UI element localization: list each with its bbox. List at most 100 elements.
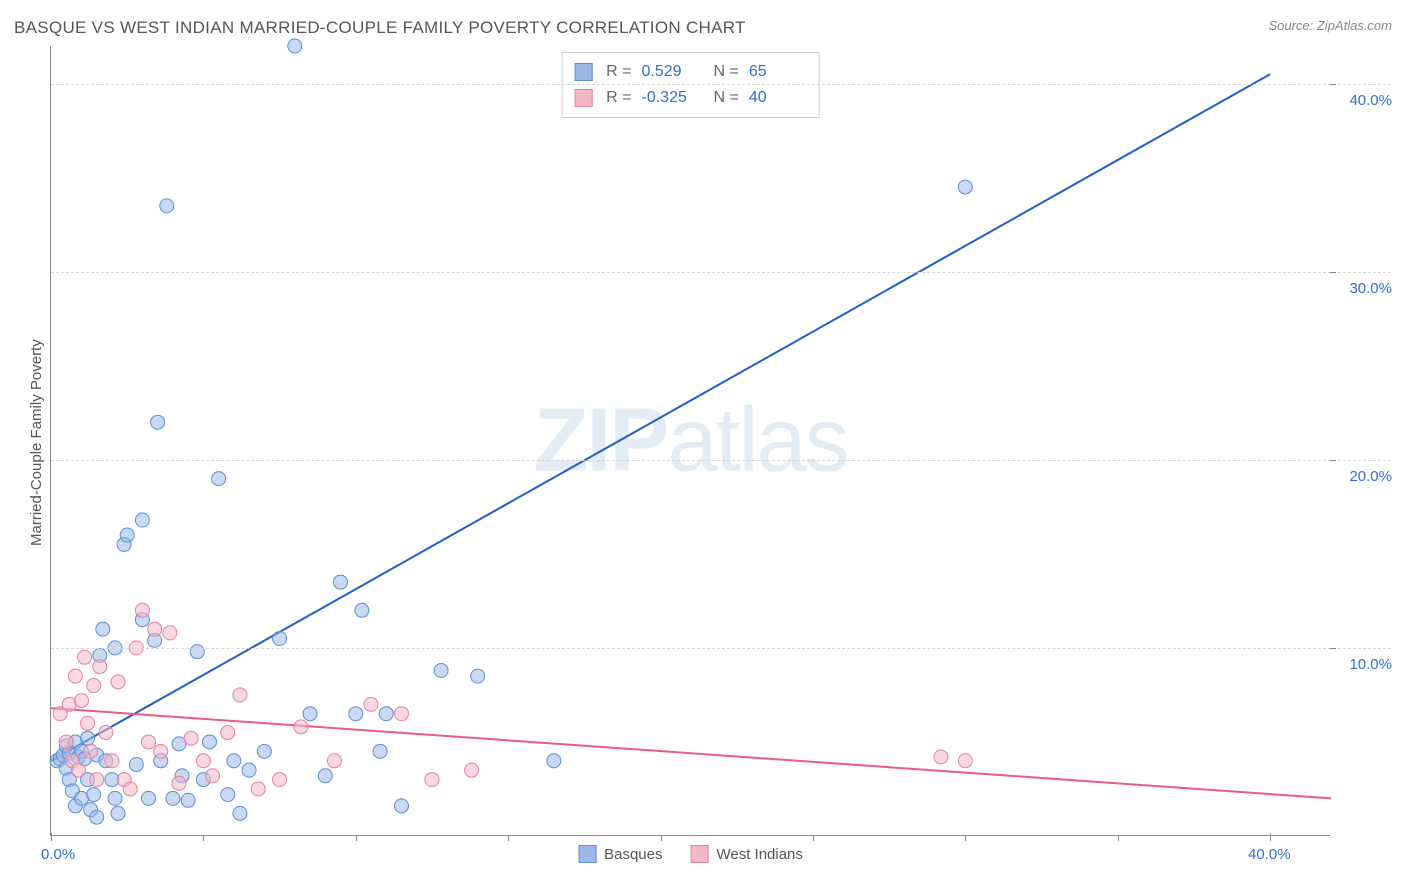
legend-item-b: West Indians bbox=[690, 845, 802, 863]
data-point bbox=[148, 622, 162, 636]
legend-swatch-b bbox=[690, 845, 708, 863]
x-tick-mark bbox=[51, 833, 52, 841]
data-point bbox=[242, 763, 256, 777]
data-point bbox=[81, 716, 95, 730]
data-point bbox=[273, 773, 287, 787]
data-point bbox=[257, 744, 271, 758]
stats-legend-box: R = 0.529 N = 65 R = -0.325 N = 40 bbox=[561, 52, 820, 118]
chart-title: BASQUE VS WEST INDIAN MARRIED-COUPLE FAM… bbox=[14, 18, 746, 38]
data-point bbox=[93, 660, 107, 674]
data-point bbox=[288, 39, 302, 53]
data-point bbox=[163, 626, 177, 640]
n-label: N = bbox=[714, 59, 739, 85]
data-point bbox=[190, 645, 204, 659]
data-point bbox=[425, 773, 439, 787]
data-point bbox=[373, 744, 387, 758]
x-tick-label: 0.0% bbox=[41, 846, 75, 863]
legend-swatch-a bbox=[578, 845, 596, 863]
data-point bbox=[233, 688, 247, 702]
stats-row-series-b: R = -0.325 N = 40 bbox=[574, 85, 807, 111]
data-point bbox=[59, 735, 73, 749]
data-point bbox=[184, 731, 198, 745]
source-prefix-label: Source: bbox=[1268, 18, 1316, 33]
gridline-h bbox=[51, 460, 1391, 461]
data-point bbox=[471, 669, 485, 683]
data-point bbox=[90, 773, 104, 787]
gridline-h bbox=[51, 84, 1391, 85]
data-point bbox=[303, 707, 317, 721]
trend-line bbox=[51, 708, 1331, 798]
data-point bbox=[111, 675, 125, 689]
data-point bbox=[394, 707, 408, 721]
x-tick-mark bbox=[508, 835, 509, 841]
data-point bbox=[123, 782, 137, 796]
swatch-series-b bbox=[574, 89, 592, 107]
data-point bbox=[142, 735, 156, 749]
y-tick-mark bbox=[1330, 460, 1336, 461]
data-point bbox=[160, 199, 174, 213]
data-point bbox=[99, 726, 113, 740]
data-point bbox=[142, 791, 156, 805]
n-value-series-b: 40 bbox=[749, 85, 807, 111]
data-point bbox=[90, 810, 104, 824]
plot-svg bbox=[51, 46, 1331, 836]
data-point bbox=[227, 754, 241, 768]
legend-label-b: West Indians bbox=[716, 846, 802, 863]
data-point bbox=[135, 603, 149, 617]
data-point bbox=[172, 776, 186, 790]
data-point bbox=[465, 763, 479, 777]
y-tick-mark bbox=[1330, 272, 1336, 273]
data-point bbox=[294, 720, 308, 734]
data-point bbox=[151, 415, 165, 429]
source-name-label: ZipAtlas.com bbox=[1317, 18, 1392, 33]
data-point bbox=[394, 799, 408, 813]
x-tick-mark bbox=[965, 835, 966, 841]
data-point bbox=[154, 744, 168, 758]
data-point bbox=[251, 782, 265, 796]
r-label: R = bbox=[606, 59, 631, 85]
data-point bbox=[221, 726, 235, 740]
chart-source: Source: ZipAtlas.com bbox=[1268, 18, 1392, 33]
data-point bbox=[78, 650, 92, 664]
data-point bbox=[108, 791, 122, 805]
data-point bbox=[181, 793, 195, 807]
data-point bbox=[87, 679, 101, 693]
x-tick-mark bbox=[203, 835, 204, 841]
bottom-legend: Basques West Indians bbox=[578, 845, 803, 863]
data-point bbox=[111, 806, 125, 820]
chart-container: Married-Couple Family Poverty ZIPatlas R… bbox=[50, 46, 1390, 836]
data-point bbox=[355, 603, 369, 617]
data-point bbox=[129, 758, 143, 772]
y-axis-label: Married-Couple Family Poverty bbox=[28, 339, 45, 546]
y-tick-label: 40.0% bbox=[1337, 92, 1392, 109]
plot-area: ZIPatlas R = 0.529 N = 65 R = -0.325 N =… bbox=[50, 46, 1330, 836]
data-point bbox=[364, 697, 378, 711]
legend-item-a: Basques bbox=[578, 845, 662, 863]
r-label: R = bbox=[606, 85, 631, 111]
x-tick-mark bbox=[1270, 833, 1271, 841]
x-tick-mark bbox=[356, 835, 357, 841]
n-label: N = bbox=[714, 85, 739, 111]
data-point bbox=[120, 528, 134, 542]
data-point bbox=[74, 694, 88, 708]
data-point bbox=[166, 791, 180, 805]
stats-row-series-a: R = 0.529 N = 65 bbox=[574, 59, 807, 85]
data-point bbox=[958, 180, 972, 194]
x-tick-mark bbox=[813, 835, 814, 841]
gridline-h bbox=[51, 272, 1391, 273]
chart-header: BASQUE VS WEST INDIAN MARRIED-COUPLE FAM… bbox=[14, 18, 1392, 38]
data-point bbox=[434, 663, 448, 677]
trend-line bbox=[51, 74, 1270, 761]
data-point bbox=[318, 769, 332, 783]
data-point bbox=[547, 754, 561, 768]
r-value-series-a: 0.529 bbox=[642, 59, 700, 85]
data-point bbox=[202, 735, 216, 749]
gridline-h bbox=[51, 648, 1391, 649]
y-tick-label: 10.0% bbox=[1337, 656, 1392, 673]
r-value-series-b: -0.325 bbox=[642, 85, 700, 111]
y-tick-label: 30.0% bbox=[1337, 280, 1392, 297]
data-point bbox=[84, 744, 98, 758]
y-tick-label: 20.0% bbox=[1337, 468, 1392, 485]
data-point bbox=[135, 513, 149, 527]
legend-label-a: Basques bbox=[604, 846, 662, 863]
